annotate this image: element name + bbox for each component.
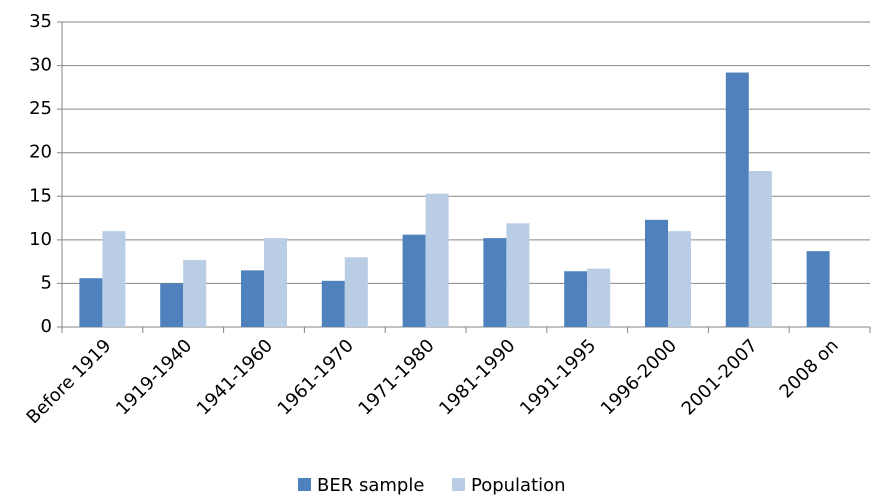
x-tick-label: 1996-2000	[597, 335, 681, 419]
x-tick-label: 1991-1995	[516, 335, 600, 419]
x-tick-label: 1971-1980	[354, 335, 438, 419]
legend-swatch	[298, 478, 311, 491]
y-tick-label: 35	[29, 11, 52, 32]
bar	[645, 219, 668, 327]
y-tick-label: 25	[29, 98, 52, 119]
y-tick-label: 15	[29, 185, 52, 206]
legend-label: BER sample	[317, 475, 424, 496]
bar	[402, 234, 426, 327]
bar	[806, 251, 830, 327]
x-tick-label: 1919-1940	[112, 335, 196, 419]
bar	[264, 238, 287, 327]
bar	[587, 268, 611, 327]
bar	[668, 231, 691, 327]
y-tick-label: 30	[29, 55, 52, 76]
bar	[506, 223, 530, 327]
x-tick-label: 2008 on	[776, 335, 843, 402]
x-tick-label: 1961-1970	[274, 335, 358, 419]
bar	[483, 238, 507, 327]
bar	[79, 278, 103, 327]
bar	[725, 72, 749, 328]
y-tick-label: 10	[29, 229, 52, 250]
x-tick-label: 1941-1960	[193, 335, 277, 419]
legend-swatch	[452, 478, 465, 491]
bar	[102, 231, 126, 327]
bar	[160, 283, 184, 327]
bar	[344, 257, 368, 327]
bar	[564, 271, 588, 327]
x-tick-label: 1981-1990	[435, 335, 519, 419]
legend-label: Population	[471, 475, 566, 496]
bar	[425, 193, 449, 327]
bar	[321, 280, 345, 327]
y-tick-label: 5	[41, 272, 52, 293]
bar	[748, 171, 772, 327]
y-tick-label: 0	[41, 316, 52, 337]
x-tick-label: 2001-2007	[678, 335, 762, 419]
bar	[183, 259, 207, 327]
x-tick-label: Before 1919	[23, 335, 116, 428]
y-tick-label: 20	[29, 142, 52, 163]
bar	[241, 270, 264, 327]
